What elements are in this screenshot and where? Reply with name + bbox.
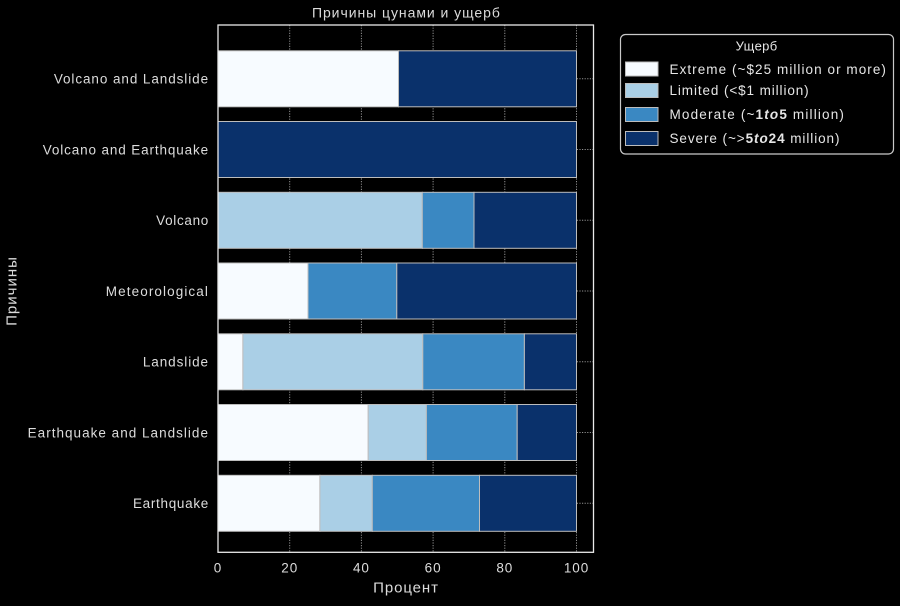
svg-text:20: 20: [281, 561, 298, 576]
svg-text:Limited (<$1 million): Limited (<$1 million): [670, 83, 810, 98]
svg-text:Ущерб: Ущерб: [736, 39, 778, 54]
svg-text:80: 80: [496, 561, 513, 576]
svg-text:40: 40: [353, 561, 370, 576]
svg-text:Landslide: Landslide: [143, 355, 209, 370]
svg-text:60: 60: [425, 561, 442, 576]
svg-text:Процент: Процент: [373, 580, 439, 597]
svg-text:0: 0: [214, 561, 222, 576]
svg-text:Earthquake and Landslide: Earthquake and Landslide: [28, 425, 209, 440]
svg-text:Moderate (~1to5 million): Moderate (~1to5 million): [670, 107, 846, 122]
svg-text:Volcano and Earthquake: Volcano and Earthquake: [43, 142, 209, 157]
svg-text:Volcano: Volcano: [156, 213, 209, 228]
svg-text:Extreme (~$25 million or more): Extreme (~$25 million or more): [670, 62, 887, 77]
svg-text:100: 100: [564, 561, 589, 576]
svg-text:Meteorological: Meteorological: [106, 284, 209, 299]
svg-text:Причины цунами и ущерб: Причины цунами и ущерб: [312, 5, 501, 21]
svg-text:Volcano and Landslide: Volcano and Landslide: [54, 72, 209, 87]
svg-text:Severe (~>5to24 million): Severe (~>5to24 million): [670, 131, 841, 146]
svg-text:Earthquake: Earthquake: [133, 496, 209, 511]
svg-text:Причины: Причины: [4, 256, 21, 326]
